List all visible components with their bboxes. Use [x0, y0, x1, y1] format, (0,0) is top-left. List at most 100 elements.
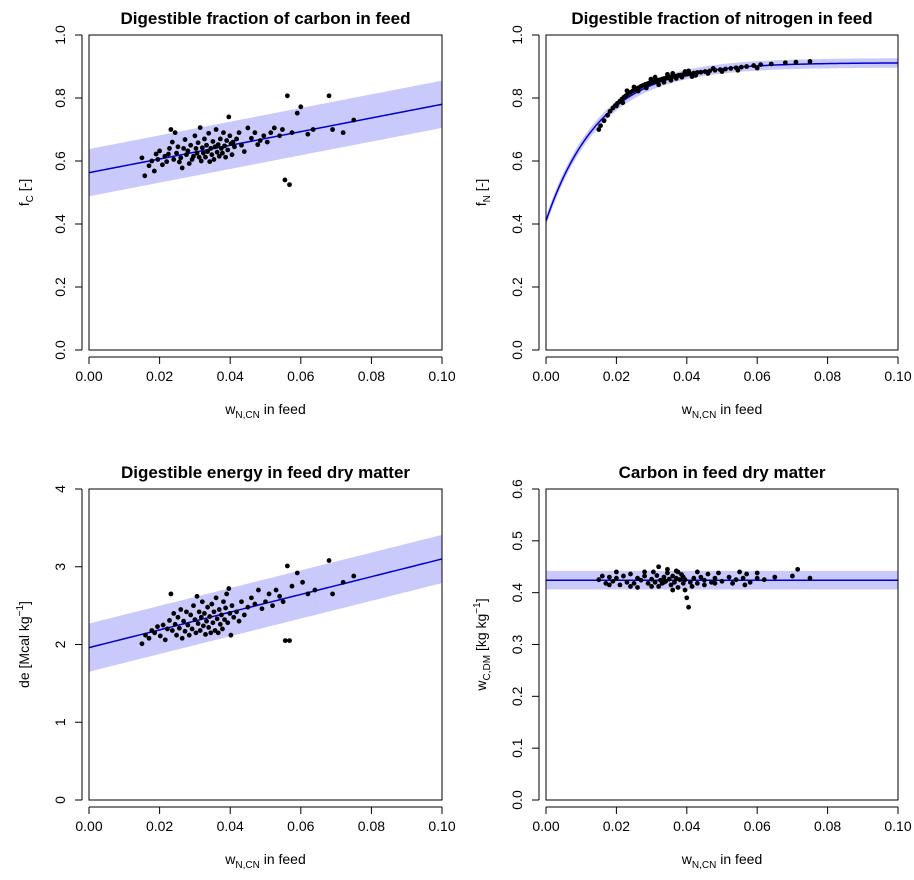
data-point — [245, 604, 251, 610]
data-point — [271, 125, 277, 131]
data-point — [675, 585, 681, 590]
data-point — [139, 641, 145, 647]
data-point — [210, 620, 216, 626]
data-point — [157, 633, 163, 639]
data-point — [665, 71, 670, 77]
data-point — [172, 130, 178, 136]
data-point — [305, 591, 311, 597]
data-point — [287, 182, 292, 188]
data-point — [782, 60, 788, 66]
data-point — [139, 155, 145, 161]
data-point — [294, 570, 300, 576]
data-point — [614, 103, 619, 109]
data-point — [197, 125, 203, 131]
x-tick-label: 0.04 — [217, 368, 244, 384]
chart-title: Carbon in feed dry matter — [619, 463, 826, 482]
panel-p3: Digestible energy in feed dry matter 0.00… — [15, 463, 456, 871]
data-point — [679, 74, 685, 80]
data-point — [223, 154, 229, 160]
data-point — [807, 575, 813, 581]
y-tick-label: 0.0 — [509, 340, 525, 360]
data-point — [747, 579, 753, 585]
y-tick-label: 3 — [52, 563, 68, 571]
data-point — [728, 65, 734, 71]
y-tick-label: 0.4 — [52, 214, 68, 234]
data-point — [668, 77, 674, 83]
x-tick-label: 0.04 — [673, 818, 700, 834]
data-point — [178, 607, 184, 612]
data-point — [280, 599, 286, 605]
data-point — [668, 582, 674, 588]
data-point — [638, 577, 644, 583]
data-point — [300, 579, 305, 585]
data-point — [648, 76, 654, 82]
x-tick-label: 0.02 — [146, 368, 173, 384]
plot-frame — [88, 488, 443, 801]
data-point — [652, 579, 658, 585]
data-point — [665, 566, 670, 572]
x-axis-label: wN,CN in feed — [224, 401, 306, 421]
data-points — [596, 564, 813, 610]
data-point — [793, 59, 799, 65]
data-point — [200, 623, 206, 629]
x-tick-label: 0.04 — [673, 368, 700, 384]
y-tick-label: 0.8 — [509, 88, 525, 108]
data-point — [227, 133, 233, 139]
data-point — [255, 142, 261, 148]
data-point — [241, 149, 247, 154]
data-point — [330, 127, 335, 132]
data-point — [236, 618, 242, 624]
data-point — [228, 632, 234, 638]
data-point — [710, 65, 716, 71]
data-point — [157, 148, 163, 154]
data-point — [631, 84, 637, 90]
data-point — [738, 64, 744, 70]
data-point — [687, 579, 693, 585]
data-point — [204, 142, 209, 148]
x-tick-label: 0.10 — [884, 368, 911, 384]
data-point — [661, 79, 667, 85]
data-point — [221, 599, 226, 605]
data-point — [155, 624, 160, 630]
data-point — [263, 599, 268, 605]
data-point — [661, 579, 667, 585]
data-point — [737, 569, 742, 575]
data-point — [656, 82, 662, 88]
data-point — [225, 620, 231, 626]
data-point — [264, 139, 270, 145]
data-point — [284, 93, 290, 99]
data-point — [202, 611, 207, 616]
x-tick-label: 0.06 — [287, 818, 314, 834]
data-point — [239, 142, 244, 148]
y-tick-label: 0.2 — [509, 277, 525, 297]
y-tick-label: 0.4 — [509, 583, 525, 603]
data-point — [673, 76, 679, 81]
data-point — [186, 632, 192, 638]
y-tick-label: 0.6 — [52, 151, 68, 171]
data-point — [723, 66, 728, 72]
data-point — [326, 93, 332, 99]
x-tick-label: 0.02 — [603, 368, 630, 384]
data-point — [191, 153, 196, 159]
data-point — [298, 104, 304, 110]
data-point — [234, 609, 239, 615]
data-point — [596, 127, 602, 132]
data-point — [684, 595, 690, 601]
data-point — [213, 595, 219, 601]
y-tick-label: 0.8 — [52, 88, 68, 108]
panel-p4: Carbon in feed dry matter 0.00 0.02 0.04 0.0… — [472, 463, 912, 871]
data-point — [656, 564, 662, 570]
data-point — [179, 635, 185, 641]
data-point — [705, 571, 711, 577]
data-point — [185, 622, 191, 628]
data-point — [195, 621, 201, 626]
data-point — [181, 618, 187, 624]
data-point — [730, 580, 735, 586]
data-point — [673, 568, 679, 574]
data-point — [199, 599, 205, 605]
y-axis-label: wC,DM [kg kg−1] — [472, 598, 493, 691]
data-point — [214, 616, 220, 622]
data-point — [179, 165, 185, 171]
data-point — [649, 584, 654, 589]
y-tick-label: 0.0 — [509, 790, 525, 810]
